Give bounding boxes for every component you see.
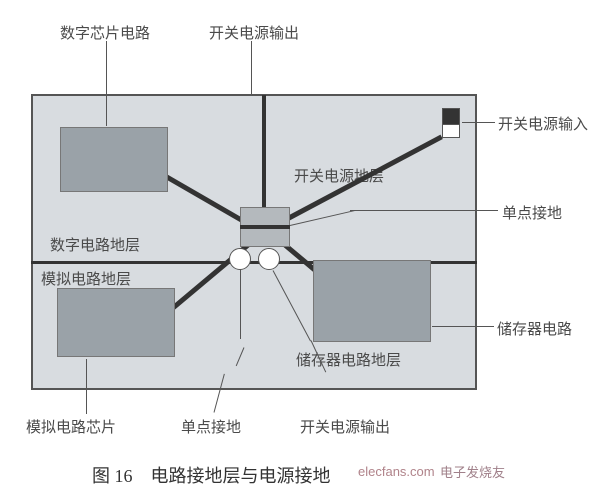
- label-memory-layer: 储存器电路地层: [296, 349, 401, 370]
- figure-caption: 图 16 电路接地层与电源接地: [92, 462, 331, 488]
- label-bot-right: 开关电源输出: [300, 416, 390, 437]
- callout-bot-mid-arc: [240, 269, 241, 339]
- callout-right-2a: [350, 210, 498, 211]
- circle-left: [229, 248, 251, 270]
- block-analog-chip: [57, 288, 175, 357]
- center-band: [240, 225, 290, 229]
- callout-right-1: [462, 122, 495, 123]
- block-memory-chip: [313, 260, 431, 342]
- circle-right: [258, 248, 280, 270]
- callout-bot-left: [86, 359, 87, 414]
- watermark-url: elecfans.com: [358, 464, 435, 479]
- label-analog-layer: 模拟电路地层: [41, 268, 131, 289]
- callout-right-3: [432, 326, 494, 327]
- label-digital-layer: 数字电路地层: [50, 234, 140, 255]
- label-top-mid: 开关电源输出: [209, 22, 299, 43]
- label-right-1: 开关电源输入: [498, 113, 588, 134]
- label-top-left: 数字芯片电路: [60, 22, 150, 43]
- callout-top-left: [106, 41, 107, 126]
- callout-top-mid: [251, 41, 252, 94]
- label-bot-left: 模拟电路芯片: [26, 416, 116, 437]
- line-center-up: [262, 95, 266, 209]
- block-digital-chip: [60, 127, 168, 192]
- power-input-box-white: [442, 124, 460, 138]
- label-right-3: 储存器电路: [497, 318, 572, 339]
- watermark-cn: 电子发烧友: [440, 462, 505, 481]
- label-right-2: 单点接地: [502, 202, 562, 223]
- label-bot-mid: 单点接地: [181, 416, 241, 437]
